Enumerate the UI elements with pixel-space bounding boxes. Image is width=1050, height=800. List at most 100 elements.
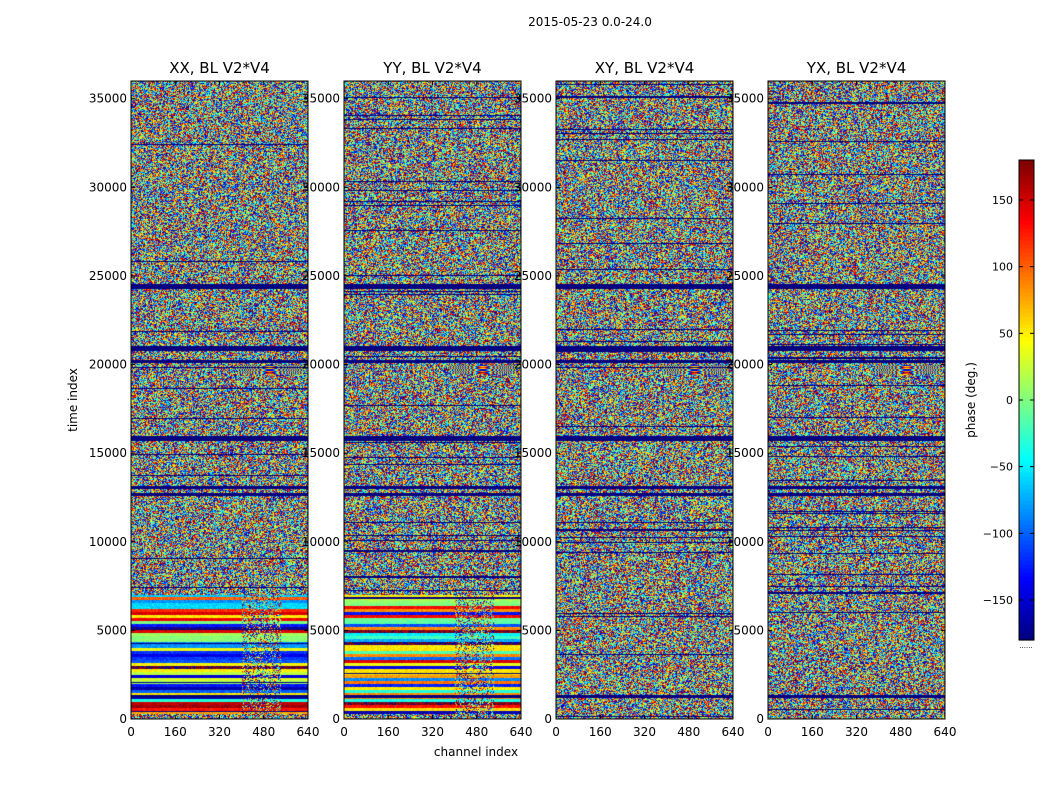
colorbar-segment	[1019, 336, 1034, 341]
colorbar-tick-label: −150	[983, 594, 1013, 607]
x-tick-label: 640	[510, 725, 533, 739]
panel-xx: XX, BL V2*V4 0 160 320 480 640 0 5000 10000 15000…	[89, 59, 320, 739]
colorbar-segment	[1019, 176, 1034, 181]
colorbar-segment	[1019, 160, 1034, 165]
colorbar-segment	[1019, 528, 1034, 533]
colorbar-segment	[1019, 200, 1034, 205]
phase-image	[556, 81, 733, 719]
x-tick-label: 640	[297, 725, 320, 739]
colorbar-segment	[1019, 252, 1034, 257]
colorbar-segment	[1019, 520, 1034, 525]
colorbar-segment	[1019, 500, 1034, 505]
colorbar-segment	[1019, 540, 1034, 545]
colorbar-segment	[1019, 272, 1034, 277]
colorbar-segment	[1019, 376, 1034, 381]
colorbar-segment	[1019, 568, 1034, 573]
colorbar-segment	[1019, 588, 1034, 593]
colorbar-segment	[1019, 428, 1034, 433]
x-tick-label: 320	[845, 725, 868, 739]
colorbar-tick-label: −100	[983, 527, 1013, 540]
colorbar-segment	[1019, 324, 1034, 329]
y-tick-label: 35000	[89, 92, 127, 106]
colorbar-segment	[1019, 624, 1034, 629]
x-tick-label: 320	[421, 725, 444, 739]
colorbar-segment	[1019, 236, 1034, 241]
y-tick-label: 0	[756, 712, 764, 726]
colorbar-segment	[1019, 196, 1034, 201]
colorbar-segment	[1019, 364, 1034, 369]
y-tick-label: 20000	[89, 358, 127, 372]
colorbar-segment	[1019, 304, 1034, 309]
colorbar-segment	[1019, 508, 1034, 513]
x-tick-label: 0	[340, 725, 348, 739]
phase-image	[344, 81, 521, 719]
colorbar-segment	[1019, 380, 1034, 385]
colorbar-segment	[1019, 384, 1034, 389]
y-tick-label: 15000	[89, 446, 127, 460]
y-tick-label: 15000	[514, 446, 552, 460]
y-tick-label: 5000	[309, 623, 340, 637]
colorbar-segment	[1019, 284, 1034, 289]
colorbar-segment	[1019, 532, 1034, 537]
colorbar-segment	[1019, 468, 1034, 473]
colorbar-segment	[1019, 448, 1034, 453]
colorbar-segment	[1019, 596, 1034, 601]
y-tick-label: 20000	[514, 358, 552, 372]
x-tick-label: 480	[252, 725, 275, 739]
colorbar-extend-marker: ......	[1019, 642, 1032, 650]
colorbar-segment	[1019, 584, 1034, 589]
colorbar-segment	[1019, 488, 1034, 493]
colorbar-segment	[1019, 232, 1034, 237]
colorbar-segment	[1019, 240, 1034, 245]
colorbar-segment	[1019, 564, 1034, 569]
colorbar-segment	[1019, 332, 1034, 337]
panel-yy: YY, BL V2*V4 0 160 320 480 640 0 5000 10000 15000…	[302, 59, 533, 739]
colorbar-segment	[1019, 496, 1034, 501]
colorbar-segment	[1019, 360, 1034, 365]
colorbar-segment	[1019, 268, 1034, 273]
x-tick-label: 160	[589, 725, 612, 739]
colorbar-segment	[1019, 616, 1034, 621]
colorbar-segment	[1019, 228, 1034, 233]
colorbar-segment	[1019, 424, 1034, 429]
colorbar-segment	[1019, 296, 1034, 301]
colorbar-segment	[1019, 628, 1034, 633]
colorbar-segment	[1019, 256, 1034, 261]
colorbar-segment	[1019, 300, 1034, 305]
y-tick-label: 35000	[514, 92, 552, 106]
colorbar-segment	[1019, 392, 1034, 397]
colorbar-tick-label: 150	[992, 194, 1013, 207]
colorbar-segment	[1019, 172, 1034, 177]
y-tick-label: 25000	[726, 269, 764, 283]
y-tick-label: 15000	[302, 446, 340, 460]
colorbar-segment	[1019, 608, 1034, 613]
colorbar-segment	[1019, 216, 1034, 221]
colorbar-segment	[1019, 224, 1034, 229]
y-tick-label: 30000	[302, 180, 340, 194]
colorbar-segment	[1019, 420, 1034, 425]
colorbar-segment	[1019, 212, 1034, 217]
colorbar-segment	[1019, 476, 1034, 481]
colorbar-segment	[1019, 204, 1034, 209]
y-axis-label: time index	[66, 368, 80, 432]
colorbar-segment	[1019, 416, 1034, 421]
y-tick-label: 10000	[514, 535, 552, 549]
y-tick-label: 15000	[726, 446, 764, 460]
colorbar-tick-label: 100	[992, 261, 1013, 274]
colorbar-segment	[1019, 352, 1034, 357]
colorbar-segment	[1019, 464, 1034, 469]
colorbar-segment	[1019, 220, 1034, 225]
colorbar-segment	[1019, 536, 1034, 541]
y-tick-label: 25000	[514, 269, 552, 283]
colorbar-segment	[1019, 512, 1034, 517]
colorbar-segment	[1019, 592, 1034, 597]
colorbar-segment	[1019, 444, 1034, 449]
y-tick-label: 25000	[89, 269, 127, 283]
x-tick-label: 0	[127, 725, 135, 739]
colorbar: −150 −100 −50 0 50 100 150	[983, 159, 1035, 641]
colorbar-tick-label: −50	[990, 461, 1013, 474]
colorbar-segment	[1019, 576, 1034, 581]
colorbar-segment	[1019, 548, 1034, 553]
colorbar-segment	[1019, 164, 1034, 169]
